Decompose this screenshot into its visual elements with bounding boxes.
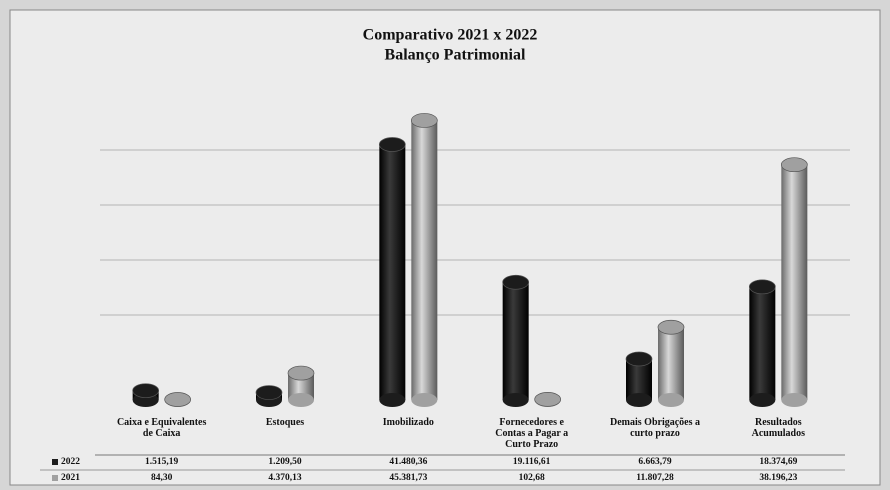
chart-title: Comparativo 2021 x 2022 — [363, 27, 538, 44]
bar-base — [379, 393, 405, 407]
table-value: 1.209,50 — [268, 457, 302, 467]
table-value: 38.196,23 — [759, 473, 797, 483]
table-value: 18.374,69 — [759, 457, 797, 467]
bar-body — [749, 287, 775, 400]
bar-top — [288, 366, 314, 380]
bar — [288, 366, 314, 407]
label-line: Curto Prazo — [505, 439, 558, 450]
x-tick-label: Estoques — [266, 417, 304, 428]
bar — [503, 275, 529, 407]
table-value: 19.116,61 — [513, 457, 551, 467]
label-line: Contas a Pagar a — [495, 428, 568, 439]
bar-top — [781, 158, 807, 172]
bar-top — [503, 275, 529, 289]
bar-top — [411, 113, 437, 127]
bar-top — [256, 386, 282, 400]
bar-body — [658, 327, 684, 400]
bar — [658, 320, 684, 407]
table-value: 4.370,13 — [268, 473, 302, 483]
table-value: 84,30 — [151, 473, 173, 483]
legend-key — [52, 475, 58, 481]
legend-label: 2021 — [61, 473, 80, 483]
bar-body — [411, 120, 437, 400]
bar — [781, 158, 807, 407]
bar-top — [658, 320, 684, 334]
legend-key — [52, 459, 58, 465]
bar-top — [379, 137, 405, 151]
label-line: de Caixa — [143, 428, 181, 439]
bar-body — [503, 282, 529, 400]
bar-base — [411, 393, 437, 407]
table-value: 6.663,79 — [638, 457, 672, 467]
table-value: 1.515,19 — [145, 457, 179, 467]
bar-top — [165, 392, 191, 406]
plot-frame — [10, 10, 880, 485]
label-line: Caixa e Equivalentes — [117, 417, 207, 428]
bar-base — [288, 393, 314, 407]
bar — [256, 386, 282, 407]
bar-base — [503, 393, 529, 407]
label-line: curto prazo — [630, 428, 680, 439]
chart-subtitle: Balanço Patrimonial — [385, 47, 526, 64]
bar-body — [781, 165, 807, 400]
table-value: 11.807,28 — [636, 473, 674, 483]
bar-base — [626, 393, 652, 407]
page: {"chart_data": {"type": "bar3d", "title"… — [0, 0, 890, 490]
bar — [411, 113, 437, 407]
x-tick-label: Imobilizado — [383, 417, 434, 428]
bar — [133, 384, 159, 407]
bar — [535, 392, 561, 407]
bar-body — [379, 144, 405, 400]
bar — [749, 280, 775, 407]
bar-base — [749, 393, 775, 407]
label-line: Demais Obrigações a — [610, 417, 700, 428]
bar — [379, 137, 405, 407]
label-line: Acumulados — [752, 428, 805, 439]
bar-top — [535, 392, 561, 406]
bar-top — [626, 352, 652, 366]
bar — [626, 352, 652, 407]
legend-label: 2022 — [61, 457, 80, 467]
label-line: Fornecedores e — [499, 417, 564, 428]
table-value: 41.480,36 — [389, 457, 427, 467]
chart: Comparativo 2021 x 2022 Balanço Patrimon… — [0, 0, 890, 490]
bar-base — [781, 393, 807, 407]
bar — [165, 392, 191, 407]
label-line: Imobilizado — [383, 417, 434, 428]
label-line: Estoques — [266, 417, 304, 428]
bar-top — [749, 280, 775, 294]
table-value: 45.381,73 — [389, 473, 427, 483]
bar-top — [133, 384, 159, 398]
label-line: Resultados — [755, 417, 802, 428]
bar-base — [658, 393, 684, 407]
table-value: 102,68 — [519, 473, 545, 483]
